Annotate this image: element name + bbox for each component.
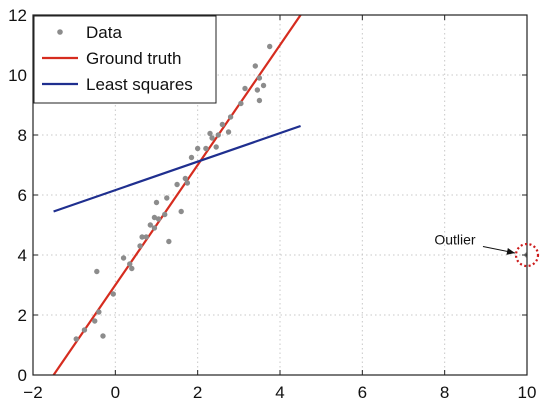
series-line-ground-truth [52,15,302,375]
outlier-label: Outlier [434,232,476,248]
data-point [256,75,263,81]
data-point [225,129,232,135]
x-tick-label: 6 [358,383,367,402]
data-point [178,208,184,215]
y-tick-label: 0 [18,366,27,385]
data-point [166,238,172,245]
data-point [153,199,160,206]
outlier-highlight-circle [514,242,540,268]
data-point [267,43,273,50]
data-point [110,291,116,297]
data-point [227,114,234,120]
data-point [207,130,213,137]
legend-box [33,15,217,104]
data-point [219,121,226,128]
series-layer [52,15,527,375]
data-point [94,268,100,275]
y-tick-label: 2 [18,306,27,325]
data-point [252,63,258,69]
data-point [174,181,180,188]
y-tick-label: 6 [18,186,27,205]
data-point [188,154,195,161]
outlier-arrow-head [506,247,515,255]
data-point [215,132,221,138]
data-point [73,336,79,342]
x-tick-label: 4 [275,383,284,402]
data-point [147,222,154,228]
data-point [139,234,145,240]
x-tick-label: −2 [23,383,42,402]
y-tick-label: 4 [18,246,27,265]
data-point [203,145,209,152]
data-point [238,100,244,107]
data-point [209,135,215,141]
y-tick-label: 10 [8,66,27,85]
data-point [81,327,88,333]
data-point [96,309,102,315]
data-point [100,333,106,339]
legend-label: Data [86,23,122,42]
legend-marker-points [57,29,63,35]
series-line-least-squares [53,124,301,213]
x-tick-label: 2 [193,383,202,402]
x-tick-label: 10 [518,383,537,402]
x-tick-label: 0 [111,383,120,402]
data-point [137,243,143,249]
data-point [127,261,133,267]
annotation-layer: Outlier [434,232,540,268]
legend-label: Ground truth [86,49,181,68]
data-point [129,265,135,272]
data-point [151,225,158,231]
data-point [213,144,219,150]
x-tick-label: 8 [440,383,449,402]
data-point [151,214,158,221]
data-point [242,85,248,92]
legend-label: Least squares [86,75,193,94]
data-point [164,195,170,201]
data-point [162,211,168,218]
data-point [254,87,261,93]
data-point [143,234,149,240]
data-point [260,82,267,89]
data-point [182,175,189,182]
data-point [194,145,201,152]
data-point [256,97,263,104]
data-point [155,216,162,222]
legend: Data Ground truth Least squares [33,15,217,104]
data-point [120,255,127,261]
data-point [92,318,98,324]
data-point [184,180,191,186]
y-tick-label: 8 [18,126,27,145]
y-tick-label: 12 [8,6,27,25]
